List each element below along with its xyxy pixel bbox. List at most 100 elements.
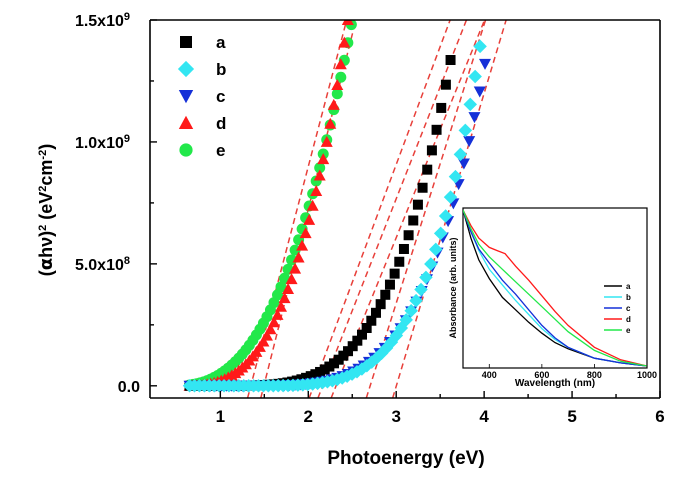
inset-legend-label-e: e [626, 326, 631, 335]
data-point-d [282, 282, 295, 294]
data-point-b [468, 69, 482, 84]
legend-label-a: a [216, 33, 226, 52]
data-point-d [324, 117, 337, 129]
data-point-d [338, 36, 351, 48]
y-axis-title: (αhν)2 (eV2cm-2) [36, 144, 57, 276]
y-axis-ticks: 0.0 5.0x108 1.0x109 1.5x109 [75, 11, 157, 396]
data-point-d [320, 135, 333, 147]
legend-marker-d [178, 115, 194, 129]
data-point-d [310, 185, 323, 197]
x-tick-label: 6 [655, 407, 664, 426]
inset-line-e [463, 209, 647, 367]
scatter-series [182, 20, 492, 393]
data-point-e [335, 71, 347, 83]
legend-label-e: e [216, 141, 225, 160]
data-point-b [473, 39, 487, 54]
inset-x-tick-label: 1000 [637, 370, 657, 380]
data-point-a [417, 182, 428, 193]
data-point-d [264, 323, 277, 335]
data-point-a [347, 341, 358, 352]
data-point-a [426, 145, 437, 156]
inset-x-ticks: 400 600 800 1000 [482, 364, 657, 380]
legend-label-b: b [216, 60, 226, 79]
data-point-d [317, 153, 330, 165]
fit-line-d [246, 20, 348, 398]
data-point-b [429, 242, 443, 257]
data-point-c [479, 58, 492, 70]
data-point-b [414, 282, 428, 297]
data-point-b [453, 147, 468, 162]
data-point-b [404, 303, 418, 318]
inset-legend-label-a: a [626, 282, 631, 291]
legend-marker-e [179, 143, 193, 157]
inset-legend-label-c: c [626, 304, 631, 313]
data-point-b [433, 226, 448, 241]
data-point-b [409, 293, 423, 308]
data-point-a [366, 315, 377, 326]
data-point-a [408, 215, 419, 226]
data-point-a [445, 55, 456, 66]
data-point-a [440, 79, 451, 90]
inset-x-axis-title: Wavelength (nm) [515, 378, 595, 389]
legend-marker-c [178, 90, 194, 104]
data-point-a [357, 329, 368, 340]
legend-label-c: c [216, 87, 225, 106]
data-point-d [303, 213, 316, 225]
data-point-d [271, 308, 284, 320]
data-point-a [422, 164, 433, 175]
data-point-a [398, 243, 409, 254]
data-point-e [286, 254, 298, 266]
x-tick-label: 1 [216, 407, 225, 426]
y-axis-title-alpha: α [36, 258, 57, 270]
inset-x-tick-label: 800 [587, 370, 602, 380]
y-tick-label: 1.5x109 [75, 11, 130, 30]
data-point-c [457, 158, 470, 170]
y-tick-label: 0.0 [118, 379, 140, 396]
data-point-d [260, 329, 273, 341]
legend-marker-a [180, 36, 192, 48]
data-point-a [403, 230, 414, 241]
data-point-d [275, 300, 288, 312]
inset-line-d [463, 209, 647, 367]
data-point-b [458, 123, 473, 138]
inset-x-tick-label: 600 [534, 370, 549, 380]
data-point-a [436, 102, 447, 113]
data-point-b [463, 97, 477, 112]
axes [149, 19, 661, 399]
data-point-d [289, 262, 302, 274]
data-point-a [412, 199, 423, 210]
data-point-d [306, 199, 319, 211]
data-point-c [463, 136, 476, 148]
x-tick-label: 4 [479, 407, 489, 426]
data-point-e [331, 88, 343, 100]
inset-chart: 400 600 800 1000 Wavelength (nm) Absorbance… [448, 207, 657, 389]
data-point-d [299, 227, 312, 239]
data-point-e [289, 244, 301, 256]
x-axis-title: Photoenergy (eV) [327, 448, 484, 469]
inset-legend-label-b: b [626, 293, 631, 302]
data-point-a [380, 289, 391, 300]
x-tick-label: 5 [567, 407, 576, 426]
data-point-b [448, 169, 463, 184]
x-axis-ticks: 1 2 3 4 5 6 [216, 391, 665, 426]
inset-x-tick-label: 400 [482, 370, 497, 380]
data-point-a [394, 256, 405, 267]
data-point-a [389, 268, 400, 279]
data-point-d [285, 273, 298, 285]
legend-label-d: d [216, 114, 226, 133]
data-point-e [275, 281, 287, 293]
data-point-e [314, 162, 326, 174]
data-point-a [384, 279, 395, 290]
inset-frame [462, 207, 648, 369]
data-point-c [468, 112, 481, 124]
inset-y-axis-title: Absorbance (arb. units) [448, 237, 458, 338]
inset-legend-label-d: d [626, 315, 631, 324]
data-point-d [267, 316, 280, 328]
data-point-a [370, 307, 381, 318]
data-point-d [296, 239, 309, 251]
fit-line-extra-1 [365, 20, 487, 398]
data-point-b [399, 313, 413, 327]
